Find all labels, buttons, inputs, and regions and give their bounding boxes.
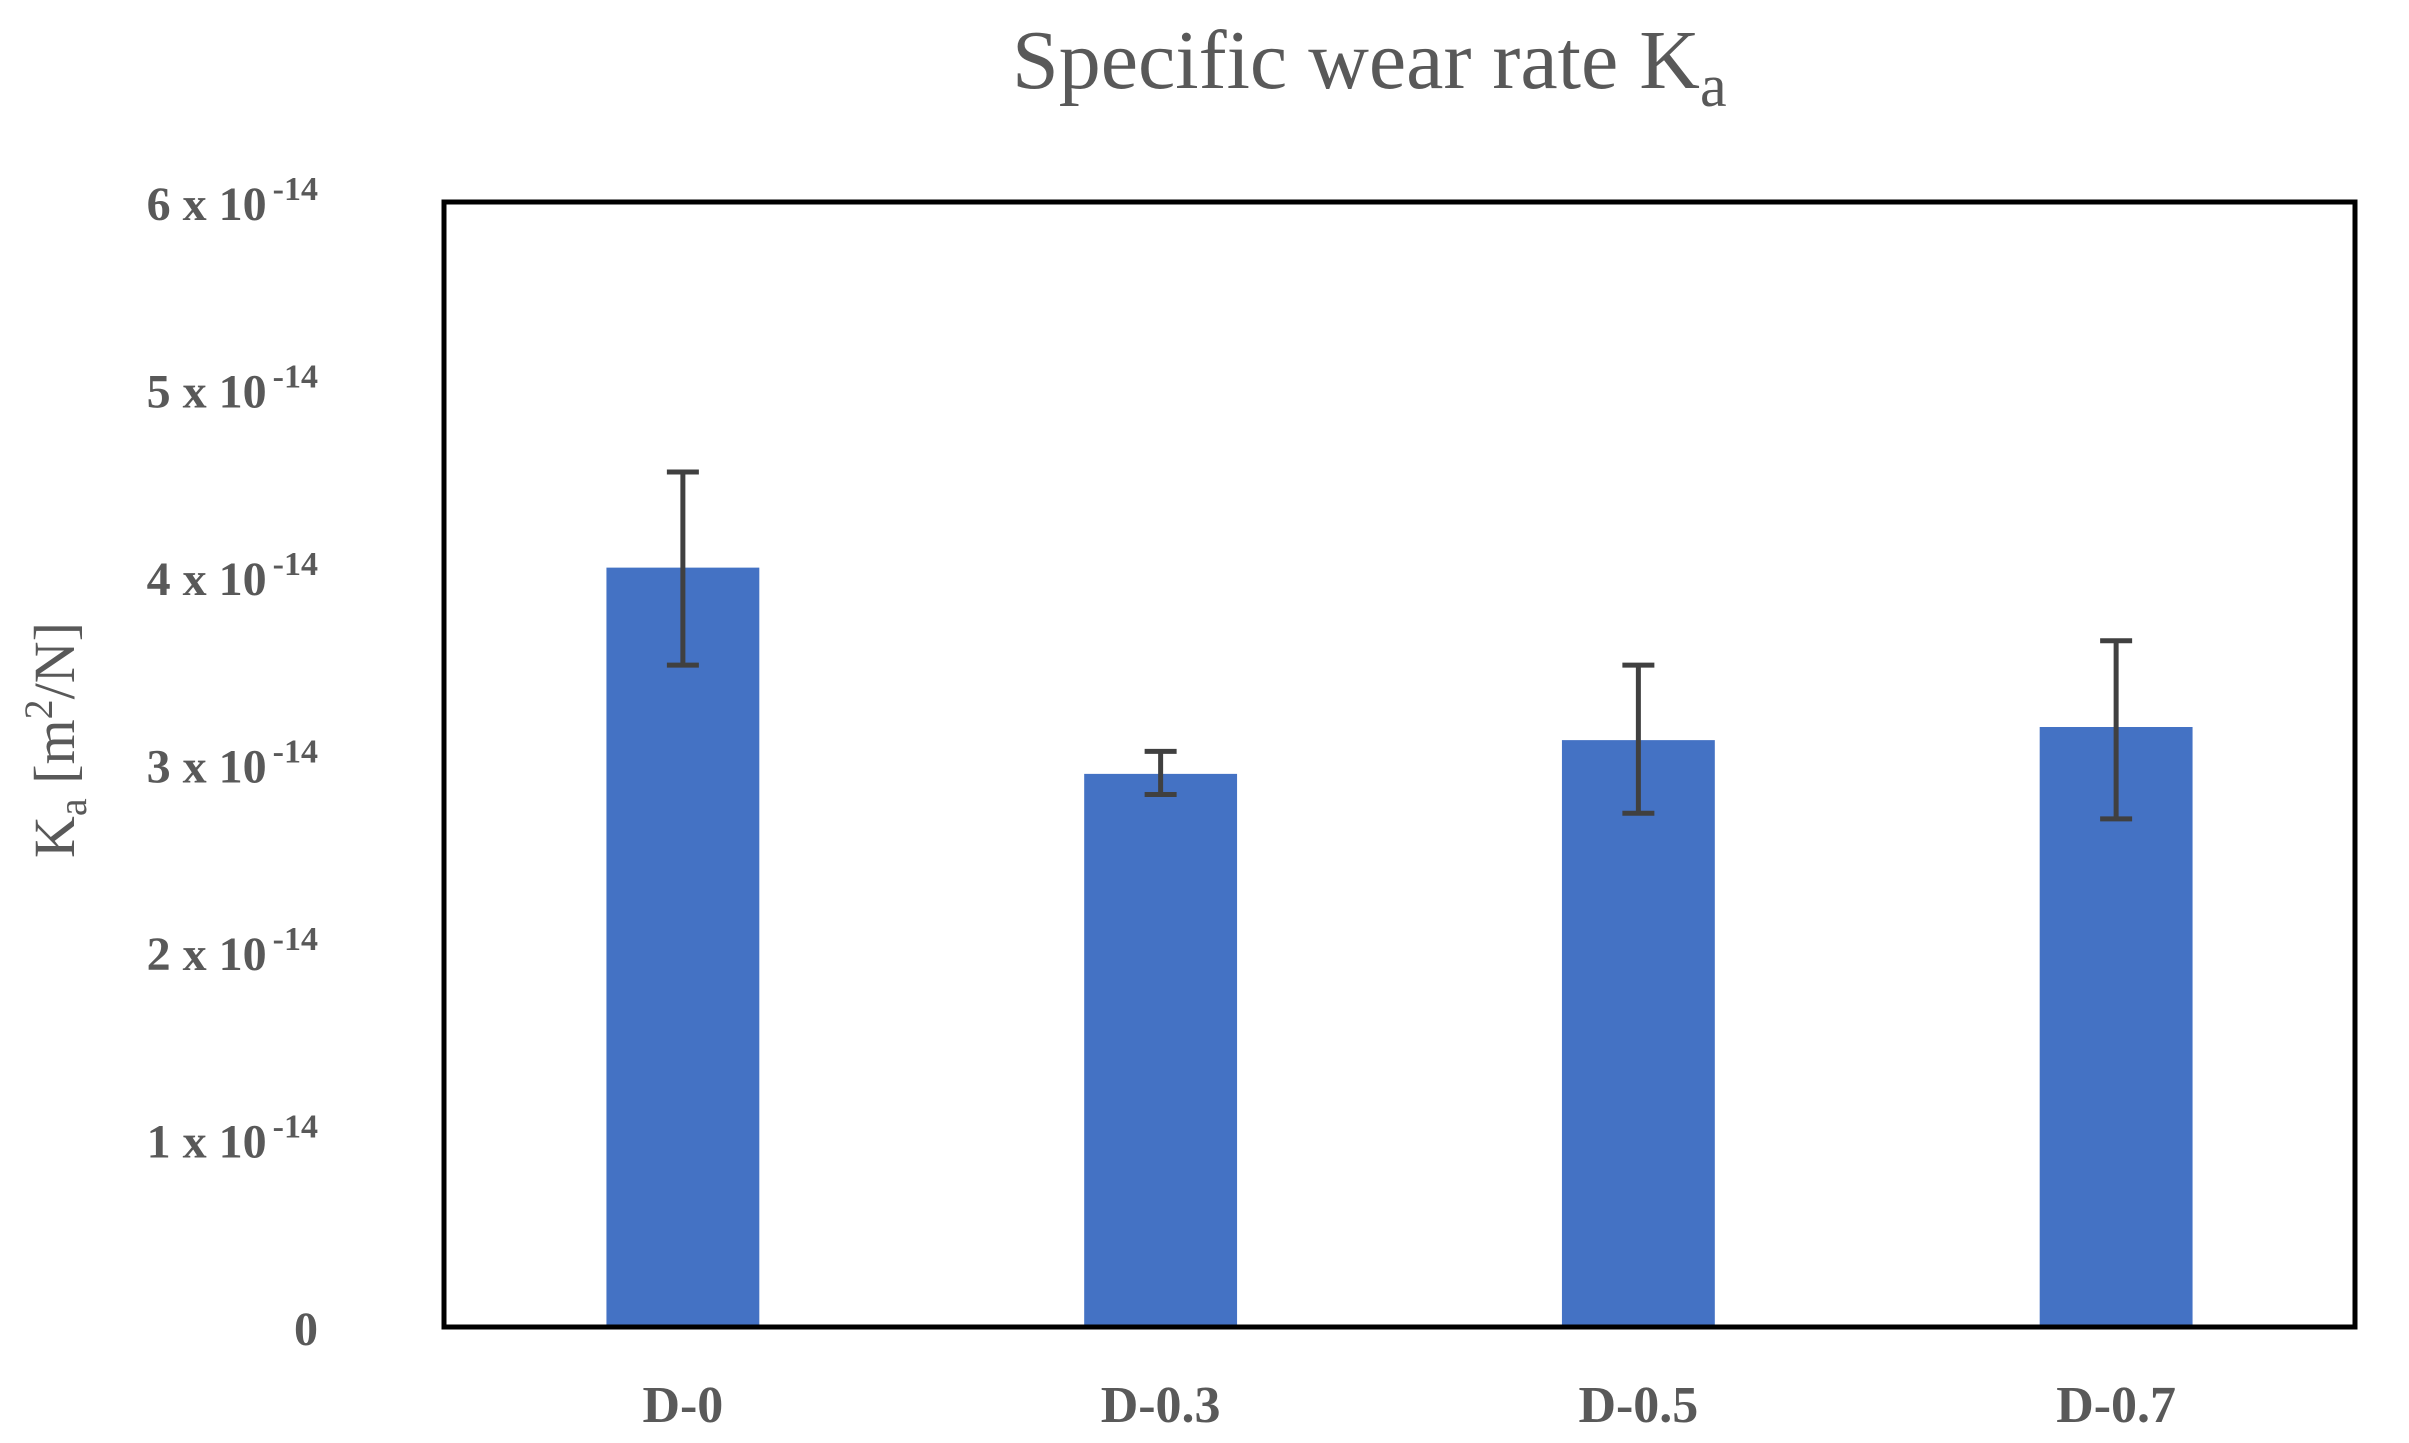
error-bar-D-0 [666, 469, 699, 668]
svg-text:Ka [m2/N]: Ka [m2/N] [16, 622, 95, 858]
y-axis-label-unit-superscript: 2 [16, 699, 61, 719]
bar-D-0.7 [2039, 727, 2193, 1327]
x-tick-label-D-0.7: D-0.7 [2056, 1377, 2176, 1434]
y-tick-label-6: 6 x 10 -14 [147, 171, 318, 231]
x-tick-label-D-0: D-0 [642, 1377, 723, 1434]
chart-title-subscript: a [1700, 53, 1727, 119]
error-bars [666, 469, 2133, 822]
bar-D-0.5 [1561, 740, 1715, 1327]
bar-D-0.3 [1084, 773, 1238, 1327]
y-tick-label-0: 0 [294, 1303, 318, 1356]
x-tick-label-D-0.3: D-0.3 [1101, 1377, 1221, 1434]
y-tick-label-1: 1 x 10 -14 [147, 1109, 318, 1169]
y-axis-label: Ka [m2/N] [16, 622, 95, 858]
y-axis-ticks: 0 1 x 10 -14 2 x 10 -14 3 x 10 -14 4 x 10 -14 5 x… [147, 171, 318, 1356]
y-axis-label-unit-suffix: /N] [22, 622, 87, 699]
x-axis-ticks: D-0 D-0.3 D-0.5 D-0.7 [642, 1377, 2176, 1434]
error-bar-D-0.3 [1144, 748, 1177, 797]
y-tick-label-3: 3 x 10 -14 [147, 734, 318, 794]
y-tick-label-4: 4 x 10 -14 [147, 546, 318, 606]
error-bar-D-0.5 [1622, 662, 1655, 816]
bars [606, 567, 2193, 1327]
chart-title: Specific wear rate Ka [1012, 14, 1727, 119]
y-tick-label-5: 5 x 10 -14 [147, 359, 318, 419]
x-tick-label-D-0.5: D-0.5 [1578, 1377, 1698, 1434]
y-axis-label-main: K [22, 816, 87, 858]
y-axis-label-unit-prefix: [m [22, 719, 87, 798]
error-bar-D-0.7 [2100, 638, 2133, 822]
y-tick-label-2: 2 x 10 -14 [147, 921, 318, 981]
plot-area-frame [441, 199, 2358, 1330]
bar-D-0 [606, 567, 760, 1327]
y-axis-label-subscript: a [50, 798, 95, 816]
chart-title-main: Specific wear rate K [1012, 14, 1700, 107]
